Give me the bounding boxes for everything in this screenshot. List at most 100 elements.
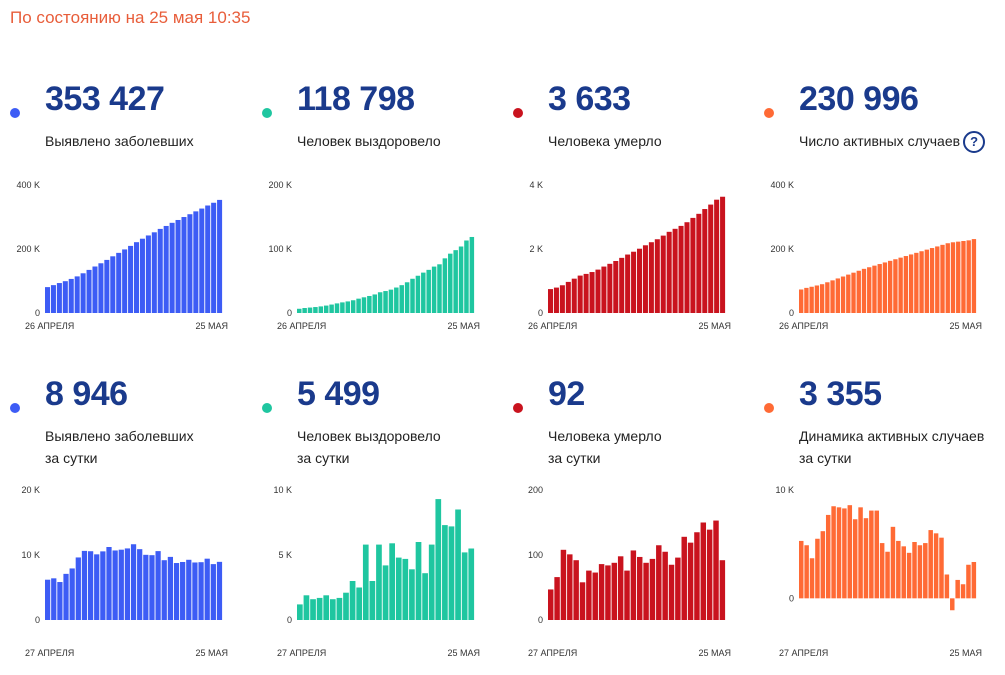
- bar: [100, 551, 106, 620]
- bar: [831, 506, 836, 599]
- bar: [565, 281, 571, 313]
- bar: [955, 579, 960, 599]
- bar: [448, 253, 453, 313]
- stat-number: 353 427: [45, 80, 165, 118]
- card-active-total: 230 996 Число активных случаев? 400 K 200 K…: [764, 80, 1005, 380]
- bar: [956, 241, 961, 313]
- bar: [872, 265, 877, 313]
- bar: [869, 510, 874, 599]
- bar: [713, 520, 719, 620]
- bar: [122, 249, 128, 313]
- bar: [180, 561, 186, 620]
- bar: [437, 264, 442, 313]
- bar: [656, 545, 662, 620]
- bar: [442, 258, 448, 313]
- bar: [435, 499, 442, 620]
- bar: [167, 556, 173, 620]
- bar: [128, 245, 134, 313]
- bar: [601, 266, 607, 313]
- bar: [586, 570, 592, 620]
- bar: [87, 551, 94, 620]
- card-cases-total: 353 427 Выявлено заболевших 400 K 200 K 0 26 …: [10, 80, 255, 380]
- bar: [350, 300, 356, 313]
- bar: [642, 245, 648, 313]
- bar: [426, 269, 431, 313]
- bar: [415, 542, 422, 620]
- legend-dot: [10, 108, 20, 118]
- bar: [825, 282, 830, 313]
- bar: [372, 294, 378, 313]
- bar: [402, 558, 409, 620]
- legend-dot: [262, 108, 272, 118]
- bar: [469, 236, 475, 313]
- card-recovered-daily: 5 499 Человек выздоровело за сутки 10 K 5 K 0…: [262, 375, 507, 675]
- bar: [607, 263, 613, 313]
- bar: [879, 543, 885, 599]
- bar: [216, 561, 223, 620]
- stat-number: 118 798: [297, 80, 415, 118]
- stat-label: за сутки: [45, 450, 98, 466]
- bar: [960, 584, 966, 599]
- bar: [950, 598, 955, 611]
- bar: [130, 544, 137, 620]
- y-tick-label: 0: [789, 593, 794, 603]
- bar: [367, 295, 372, 313]
- bar: [62, 281, 68, 313]
- card-recovered-total: 118 798 Человек выздоровело 200 K 100 K 0 26 …: [262, 80, 507, 380]
- bar: [548, 289, 554, 313]
- bar: [63, 573, 69, 620]
- legend-dot: [764, 108, 774, 118]
- bar: [924, 249, 929, 313]
- bar-chart: 10 K 5 K 0 27 АПРЕЛЯ 25 МАЯ: [273, 485, 480, 658]
- bar: [858, 507, 863, 599]
- x-start-label: 26 АПРЕЛЯ: [277, 321, 326, 331]
- bar: [186, 559, 192, 620]
- bar: [625, 254, 631, 313]
- x-end-label: 25 МАЯ: [698, 321, 731, 331]
- bar: [210, 564, 216, 620]
- bar: [137, 549, 143, 620]
- bar: [890, 526, 896, 599]
- bar: [112, 550, 118, 620]
- stat-number: 3 355: [799, 375, 882, 413]
- x-end-label: 25 МАЯ: [949, 648, 982, 658]
- bar: [592, 572, 598, 620]
- bar: [404, 282, 410, 313]
- bar: [830, 280, 835, 313]
- legend-dot: [513, 403, 523, 413]
- y-tick-label: 0: [35, 308, 40, 318]
- bar: [303, 595, 310, 620]
- bar: [681, 536, 687, 620]
- bar: [74, 276, 80, 313]
- bar: [297, 308, 302, 313]
- question-icon[interactable]: ?: [963, 131, 986, 154]
- bar: [804, 545, 809, 599]
- bar: [842, 508, 847, 599]
- bar: [836, 507, 842, 599]
- bar: [343, 592, 349, 620]
- bar: [861, 268, 867, 313]
- y-tick-label: 400 K: [16, 180, 40, 190]
- x-start-label: 27 АПРЕЛЯ: [25, 648, 74, 658]
- bar: [45, 287, 51, 313]
- bar: [694, 532, 700, 620]
- legend-dot: [10, 403, 20, 413]
- bar: [933, 533, 939, 599]
- bar: [885, 551, 890, 599]
- y-tick-label: 0: [287, 615, 292, 625]
- bar: [409, 569, 415, 620]
- x-end-label: 25 МАЯ: [195, 321, 228, 331]
- bar: [874, 510, 880, 599]
- stat-number: 8 946: [45, 375, 128, 413]
- bar: [461, 552, 468, 620]
- y-tick-label: 0: [538, 615, 543, 625]
- bar: [929, 248, 935, 313]
- bar: [116, 252, 122, 313]
- y-tick-label: 200 K: [16, 244, 40, 254]
- bar: [935, 246, 940, 313]
- bar: [193, 211, 199, 313]
- bar: [217, 199, 223, 313]
- bar: [611, 562, 618, 620]
- bar: [654, 239, 660, 313]
- bar: [334, 303, 340, 313]
